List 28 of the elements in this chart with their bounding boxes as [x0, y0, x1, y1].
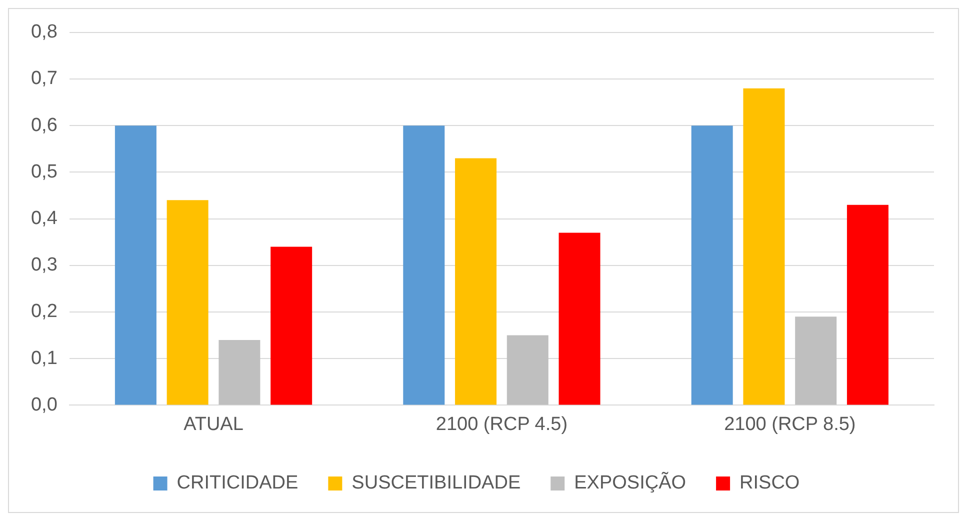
bar	[743, 88, 785, 405]
bar	[558, 232, 600, 405]
y-tick-label: 0,6	[30, 114, 58, 136]
y-tick-label: 0,8	[30, 22, 58, 43]
bar	[218, 340, 260, 405]
bar	[846, 204, 888, 405]
bar	[795, 316, 837, 405]
y-tick-label: 0,7	[30, 68, 58, 90]
legend-label: EXPOSIÇÃO	[574, 472, 686, 494]
bar	[166, 200, 208, 405]
y-tick-label: 0,2	[30, 301, 58, 322]
legend-label: RISCO	[740, 472, 800, 494]
legend-label: SUSCETIBILIDADE	[352, 472, 521, 494]
y-tick-label: 0,3	[30, 254, 58, 276]
bar	[403, 126, 445, 405]
bar	[114, 126, 156, 405]
legend-label: CRITICIDADE	[176, 472, 298, 494]
bar	[270, 246, 312, 405]
x-tick-label: 2100 (RCP 8.5)	[724, 414, 856, 435]
y-tick-label: 0,0	[30, 394, 58, 416]
x-tick-label: ATUAL	[184, 414, 244, 435]
y-tick-label: 0,5	[30, 161, 58, 182]
bar	[455, 158, 497, 405]
bar	[691, 126, 733, 405]
bar	[506, 335, 548, 405]
x-tick-label: 2100 (RCP 4.5)	[436, 414, 568, 435]
y-tick-label: 0,1	[30, 348, 58, 369]
y-tick-label: 0,4	[30, 208, 58, 230]
